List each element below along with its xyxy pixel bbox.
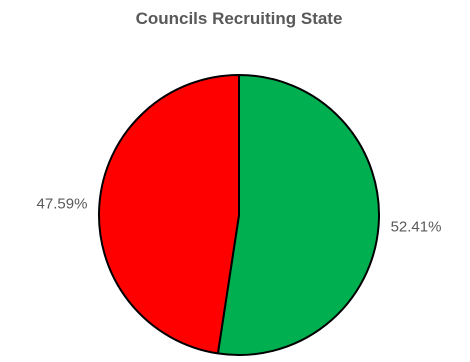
pie-labels: 52.41% 47.59%	[37, 196, 442, 236]
chart-title: Councils Recruiting State	[136, 9, 343, 28]
pie-slice-label-0: 52.41%	[391, 218, 442, 235]
pie-slice-label-1: 47.59%	[37, 196, 88, 213]
pie-slice-1	[98, 74, 240, 355]
pie-slice-0	[216, 74, 380, 356]
pie-slices	[98, 74, 380, 356]
